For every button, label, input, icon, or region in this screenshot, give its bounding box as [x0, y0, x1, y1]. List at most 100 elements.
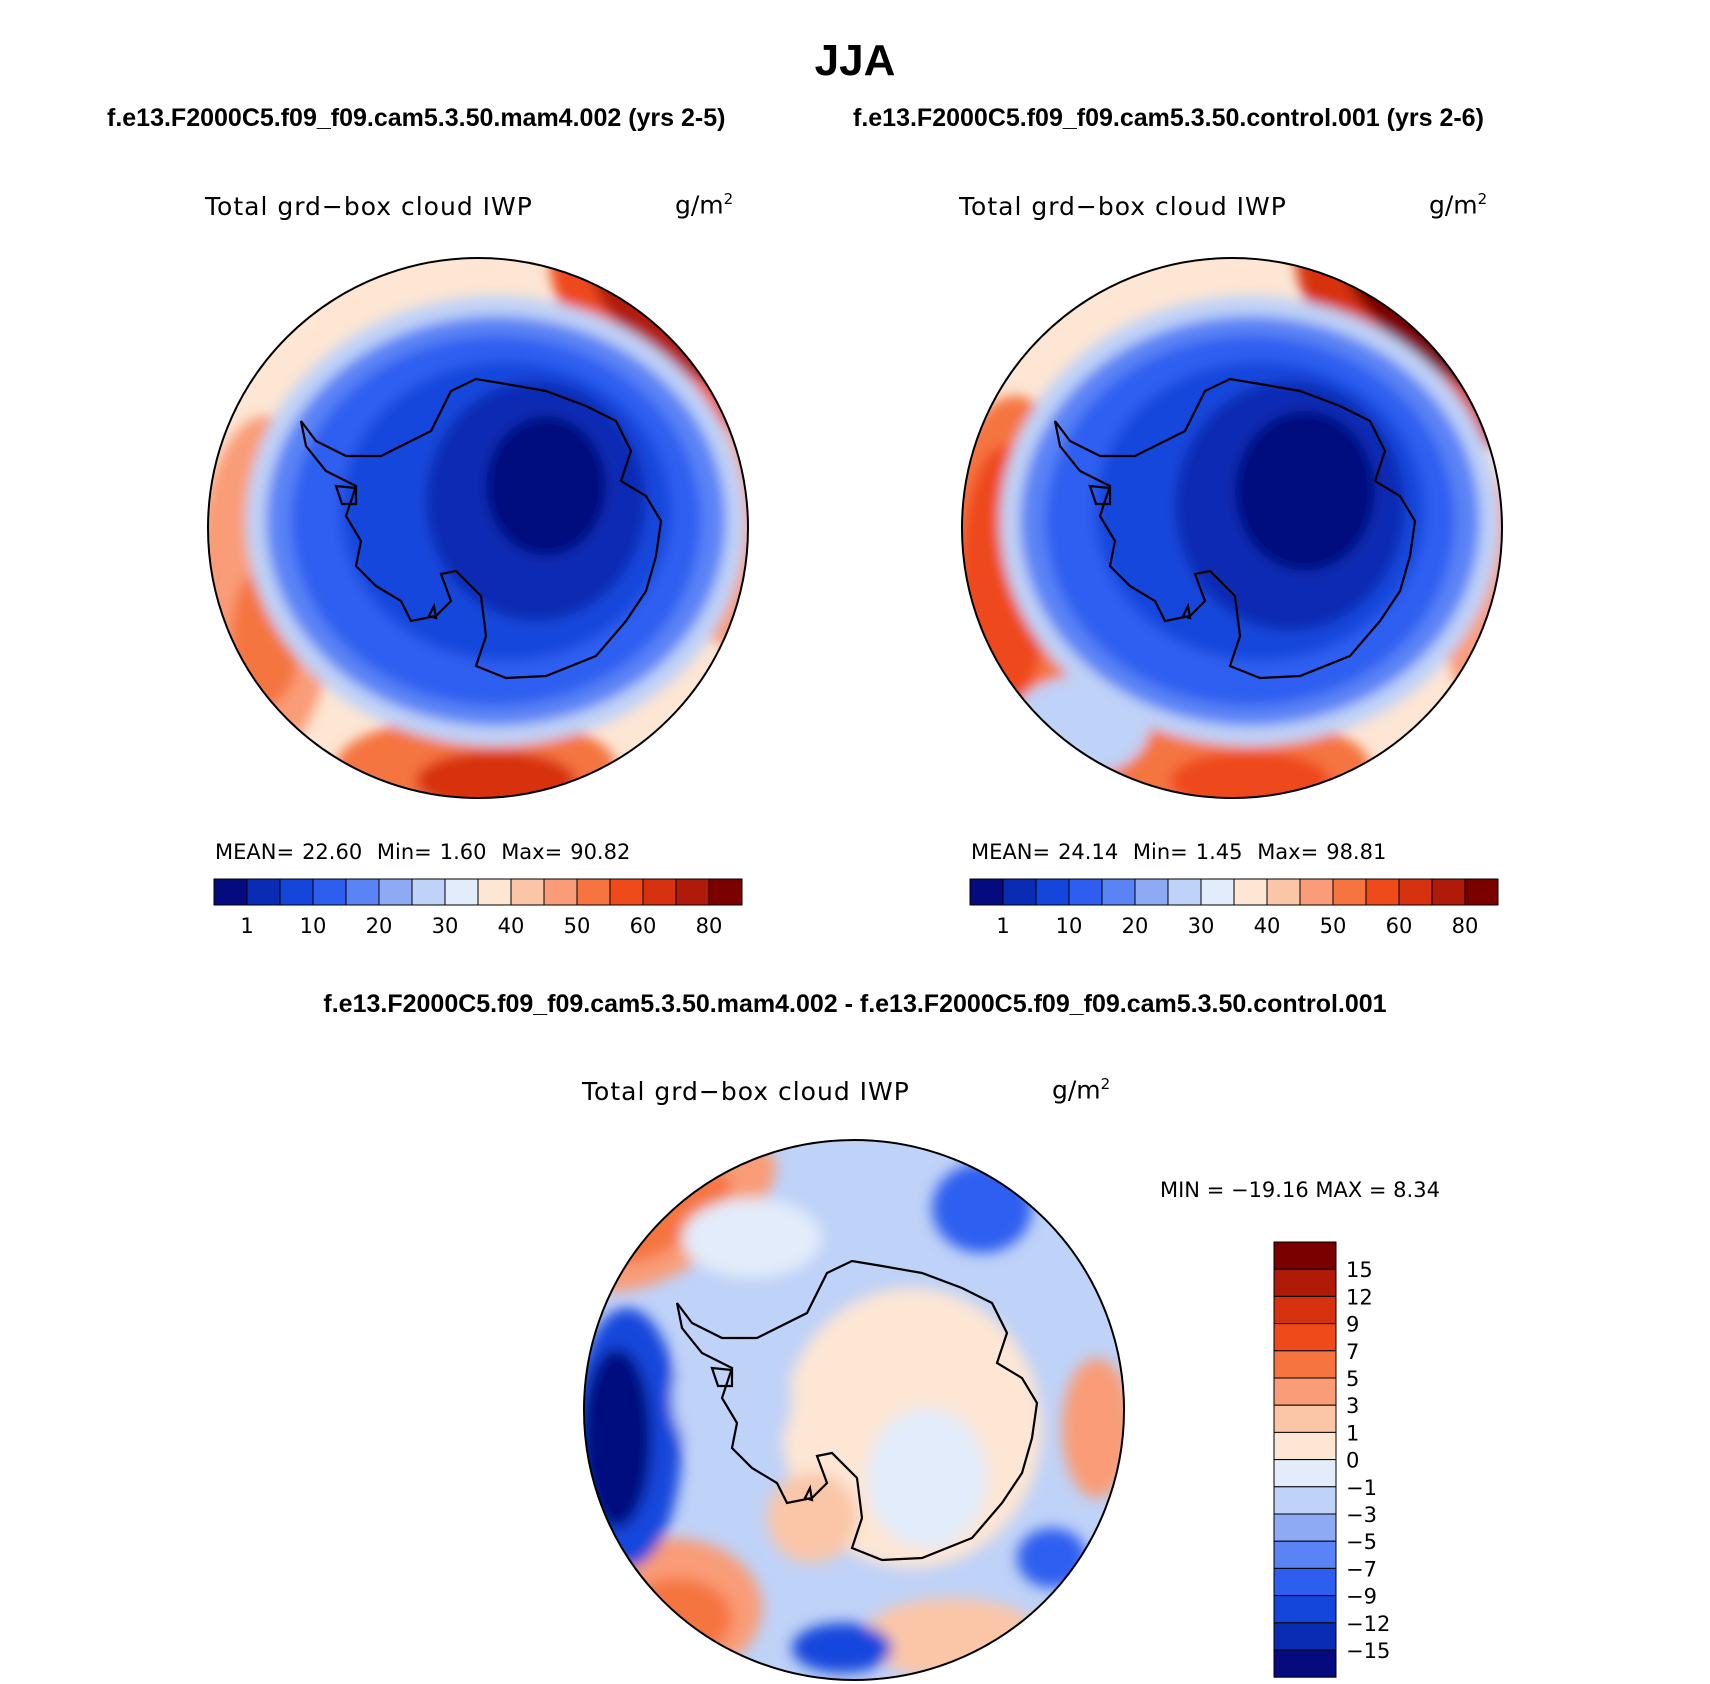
panel3-units: g/m2	[1052, 1075, 1111, 1105]
panel2-colorbar-swatch	[1365, 878, 1400, 906]
difference-colorbar-tick-label: 1	[1346, 1421, 1359, 1445]
panel1-min-label: Min=	[376, 840, 432, 864]
difference-map	[583, 1139, 1125, 1681]
panel1-colorbar-tick-label: 80	[696, 914, 723, 938]
panel1-colorbar-swatch	[378, 878, 413, 906]
panel1-colorbar-swatch	[708, 878, 743, 906]
panel3-variable-title: Total grd−box cloud IWP	[582, 1077, 910, 1106]
panel1-units: g/m2	[675, 190, 734, 220]
difference-colorbar-tick-label: 12	[1346, 1285, 1373, 1309]
panel1-colorbar-tick-label: 20	[366, 914, 393, 938]
panel2-colorbar-swatch	[969, 878, 1004, 906]
panel2-colorbar-tick-label: 50	[1320, 914, 1347, 938]
panel1-colorbar: 1 10 20 30 40 50 60 80	[213, 878, 743, 938]
difference-colorbar-swatch	[1273, 1486, 1337, 1515]
panel1-colorbar-swatch	[543, 878, 578, 906]
panel2-variable-title: Total grd−box cloud IWP	[959, 192, 1287, 221]
panel1-colorbar-swatch	[411, 878, 446, 906]
panel1-colorbar-tick-label: 1	[240, 914, 253, 938]
panel2-colorbar-tick-label: 20	[1122, 914, 1149, 938]
difference-colorbar-tick-label: −1	[1346, 1476, 1377, 1500]
difference-colorbar: 15 12 9 7 5 3 1 0 −1 −3 −5 −7 −9 −12 −15	[1273, 1241, 1390, 1678]
panel2-colorbar-tick-label: 40	[1254, 914, 1281, 938]
panel1-colorbar-swatch	[642, 878, 677, 906]
panel2-colorbar-swatch	[1398, 878, 1433, 906]
panel1-colorbar-swatch	[345, 878, 380, 906]
panel2-max-label: Max=	[1257, 840, 1319, 864]
difference-colorbar-swatch	[1273, 1350, 1337, 1379]
panel2-colorbar-tick-label: 1	[996, 914, 1009, 938]
panel2-max-value: 98.81	[1326, 840, 1387, 864]
difference-colorbar-tick-label: −7	[1346, 1557, 1377, 1581]
panel1-colorbar-swatch	[312, 878, 347, 906]
difference-colorbar-swatch	[1273, 1540, 1337, 1569]
difference-title: f.e13.F2000C5.f09_f09.cam5.3.50.mam4.002…	[323, 990, 1387, 1018]
difference-colorbar-swatch	[1273, 1268, 1337, 1297]
panel2-min-label: Min=	[1132, 840, 1188, 864]
panel1-colorbar-swatch	[213, 878, 248, 906]
panel2-colorbar-swatch	[1233, 878, 1268, 906]
panel2-colorbar-tick-label: 80	[1452, 914, 1479, 938]
difference-colorbar-tick-label: 9	[1346, 1313, 1359, 1337]
panel1-colorbar-tick-label: 40	[498, 914, 525, 938]
panel1-colorbar-swatch	[246, 878, 281, 906]
difference-colorbar-tick-label: −3	[1346, 1503, 1377, 1527]
difference-colorbar-swatch	[1273, 1567, 1337, 1597]
difference-colorbar-tick-label: −5	[1346, 1530, 1377, 1554]
difference-colorbar-tick-label: 15	[1346, 1258, 1373, 1282]
panel2-colorbar-swatch	[1101, 878, 1136, 906]
difference-colorbar-tick-label: 0	[1346, 1449, 1359, 1473]
panel1-max-label: Max=	[501, 840, 563, 864]
panel2-colorbar: 1 10 20 30 40 50 60 80	[969, 878, 1499, 938]
difference-colorbar-swatch	[1273, 1241, 1337, 1270]
main-title: JJA	[814, 36, 896, 85]
panel2-map	[961, 257, 1503, 799]
difference-stats: MIN = −19.16 MAX = 8.34	[1160, 1178, 1440, 1202]
panel2-colorbar-swatch	[1464, 878, 1499, 906]
panel2-colorbar-swatch	[1299, 878, 1334, 906]
panel1-colorbar-swatch	[279, 878, 314, 906]
panel1-colorbar-swatch	[675, 878, 710, 906]
difference-colorbar-swatch	[1273, 1377, 1337, 1406]
panel2-colorbar-swatch	[1068, 878, 1103, 906]
panel2-colorbar-swatch	[1134, 878, 1169, 906]
panel2-mean-value: 24.14	[1058, 840, 1119, 864]
difference-colorbar-tick-label: 5	[1346, 1367, 1359, 1391]
panel2-colorbar-swatch	[1332, 878, 1367, 906]
panel2-colorbar-swatch	[1266, 878, 1301, 906]
panel1-colorbar-tick-label: 50	[564, 914, 591, 938]
panel2-colorbar-swatch	[1200, 878, 1235, 906]
panel1-colorbar-tick-label: 30	[432, 914, 459, 938]
panel2-min-value: 1.45	[1195, 840, 1243, 864]
panel2-units: g/m2	[1429, 190, 1488, 220]
difference-colorbar-swatch	[1273, 1513, 1337, 1542]
panel1-colorbar-swatch	[609, 878, 644, 906]
difference-colorbar-swatch	[1273, 1404, 1337, 1433]
panel2-stats: MEAN= 24.14 Min= 1.45 Max= 98.81	[971, 840, 1394, 864]
panel2-colorbar-tick-label: 60	[1386, 914, 1413, 938]
difference-colorbar-swatch	[1273, 1295, 1337, 1325]
difference-colorbar-tick-label: −9	[1346, 1585, 1377, 1609]
case2-title: f.e13.F2000C5.f09_f09.cam5.3.50.control.…	[853, 104, 1484, 132]
difference-colorbar-tick-label: 3	[1346, 1394, 1359, 1418]
panel2-colorbar-swatch	[1167, 878, 1202, 906]
panel2-colorbar-tick-label: 30	[1188, 914, 1215, 938]
panel1-stats: MEAN= 22.60 Min= 1.60 Max= 90.82	[215, 840, 638, 864]
panel2-colorbar-swatch	[1002, 878, 1037, 906]
difference-colorbar-swatch	[1273, 1595, 1337, 1624]
panel1-mean-value: 22.60	[302, 840, 363, 864]
difference-colorbar-swatch	[1273, 1323, 1337, 1352]
panel1-colorbar-tick-label: 60	[630, 914, 657, 938]
panel1-colorbar-tick-label: 10	[300, 914, 327, 938]
difference-colorbar-tick-label: 7	[1346, 1340, 1359, 1364]
difference-colorbar-tick-label: −12	[1346, 1612, 1390, 1636]
panel1-map	[207, 257, 749, 799]
panel1-max-value: 90.82	[570, 840, 631, 864]
panel1-colorbar-swatch	[510, 878, 545, 906]
difference-colorbar-tick-label: −15	[1346, 1639, 1390, 1663]
panel1-min-value: 1.60	[439, 840, 487, 864]
difference-colorbar-swatch	[1273, 1649, 1337, 1678]
difference-colorbar-swatch	[1273, 1622, 1337, 1651]
panel2-colorbar-tick-label: 10	[1056, 914, 1083, 938]
panel1-colorbar-swatch	[444, 878, 479, 906]
